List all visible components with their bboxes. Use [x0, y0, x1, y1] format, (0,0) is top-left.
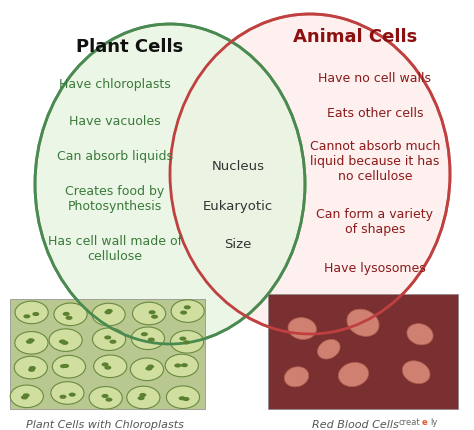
Ellipse shape — [139, 393, 146, 397]
Text: e: e — [422, 417, 428, 426]
Text: Nucleus: Nucleus — [211, 160, 264, 172]
Ellipse shape — [105, 398, 112, 402]
Ellipse shape — [49, 329, 82, 352]
Ellipse shape — [62, 364, 69, 368]
Ellipse shape — [27, 338, 35, 343]
Ellipse shape — [170, 15, 450, 334]
Ellipse shape — [288, 318, 317, 340]
Ellipse shape — [165, 354, 198, 377]
Ellipse shape — [35, 25, 305, 344]
Ellipse shape — [338, 362, 369, 387]
Ellipse shape — [174, 364, 182, 368]
Text: Can absorb liquids: Can absorb liquids — [57, 150, 173, 163]
Text: Have lysosomes: Have lysosomes — [324, 261, 426, 274]
Ellipse shape — [60, 364, 67, 369]
Ellipse shape — [104, 336, 111, 340]
Ellipse shape — [284, 367, 309, 387]
Ellipse shape — [183, 341, 190, 344]
Ellipse shape — [130, 358, 164, 381]
Ellipse shape — [182, 397, 190, 401]
Text: Can form a variety
of shapes: Can form a variety of shapes — [317, 208, 434, 236]
Ellipse shape — [101, 362, 109, 367]
Text: Have no cell walls: Have no cell walls — [319, 72, 431, 85]
Bar — [268, 294, 458, 409]
Ellipse shape — [63, 312, 70, 316]
Ellipse shape — [148, 310, 155, 315]
Ellipse shape — [137, 396, 145, 400]
Text: Plant Cells with Chloroplasts: Plant Cells with Chloroplasts — [26, 419, 184, 429]
Ellipse shape — [51, 382, 84, 404]
Text: Eukaryotic: Eukaryotic — [203, 200, 273, 212]
Ellipse shape — [23, 393, 30, 397]
Text: Plant Cells: Plant Cells — [76, 38, 183, 56]
Ellipse shape — [54, 303, 87, 326]
Ellipse shape — [127, 386, 160, 409]
Text: Animal Cells: Animal Cells — [293, 28, 417, 46]
Ellipse shape — [92, 328, 126, 351]
Ellipse shape — [26, 340, 33, 344]
Ellipse shape — [32, 312, 39, 316]
Ellipse shape — [61, 341, 68, 345]
Ellipse shape — [106, 309, 113, 313]
Ellipse shape — [21, 396, 28, 399]
Text: Creates food by
Photosynthesis: Creates food by Photosynthesis — [65, 184, 164, 212]
Ellipse shape — [171, 300, 204, 322]
Ellipse shape — [104, 366, 111, 370]
Ellipse shape — [146, 367, 152, 371]
Ellipse shape — [14, 356, 47, 379]
Ellipse shape — [65, 316, 73, 320]
Ellipse shape — [92, 304, 125, 326]
Ellipse shape — [166, 386, 200, 408]
Ellipse shape — [53, 356, 85, 378]
Ellipse shape — [179, 396, 186, 400]
Bar — [10, 299, 205, 409]
Ellipse shape — [181, 363, 188, 367]
Ellipse shape — [28, 368, 35, 372]
Text: Eats other cells: Eats other cells — [327, 107, 423, 120]
Text: Size: Size — [224, 237, 252, 250]
Ellipse shape — [69, 393, 76, 397]
Text: creat: creat — [398, 417, 420, 426]
Text: ly: ly — [430, 417, 438, 426]
Ellipse shape — [104, 310, 111, 315]
Ellipse shape — [318, 340, 340, 359]
Ellipse shape — [141, 332, 148, 337]
Ellipse shape — [148, 338, 155, 342]
Text: Cannot absorb much
liquid because it has
no cellulose: Cannot absorb much liquid because it has… — [310, 140, 440, 183]
Text: Has cell wall made of
cellulose: Has cell wall made of cellulose — [48, 234, 182, 262]
Ellipse shape — [147, 365, 154, 369]
Ellipse shape — [101, 394, 109, 398]
Ellipse shape — [59, 340, 66, 344]
Ellipse shape — [15, 332, 48, 354]
Ellipse shape — [407, 324, 433, 345]
Ellipse shape — [132, 302, 165, 325]
Ellipse shape — [29, 366, 36, 370]
Ellipse shape — [10, 385, 43, 408]
Ellipse shape — [151, 315, 158, 319]
Ellipse shape — [347, 310, 379, 337]
Ellipse shape — [131, 327, 164, 350]
Ellipse shape — [402, 361, 430, 384]
Text: Red Blood Cells: Red Blood Cells — [311, 419, 398, 429]
Ellipse shape — [23, 314, 30, 319]
Text: Have vacuoles: Have vacuoles — [69, 115, 161, 128]
Text: Have chloroplasts: Have chloroplasts — [59, 78, 171, 91]
Ellipse shape — [109, 340, 117, 344]
Ellipse shape — [59, 395, 66, 399]
Ellipse shape — [89, 387, 122, 409]
Ellipse shape — [15, 301, 48, 324]
Ellipse shape — [180, 311, 187, 315]
Ellipse shape — [184, 306, 191, 310]
Ellipse shape — [171, 331, 204, 353]
Ellipse shape — [179, 337, 186, 341]
Ellipse shape — [94, 355, 127, 378]
